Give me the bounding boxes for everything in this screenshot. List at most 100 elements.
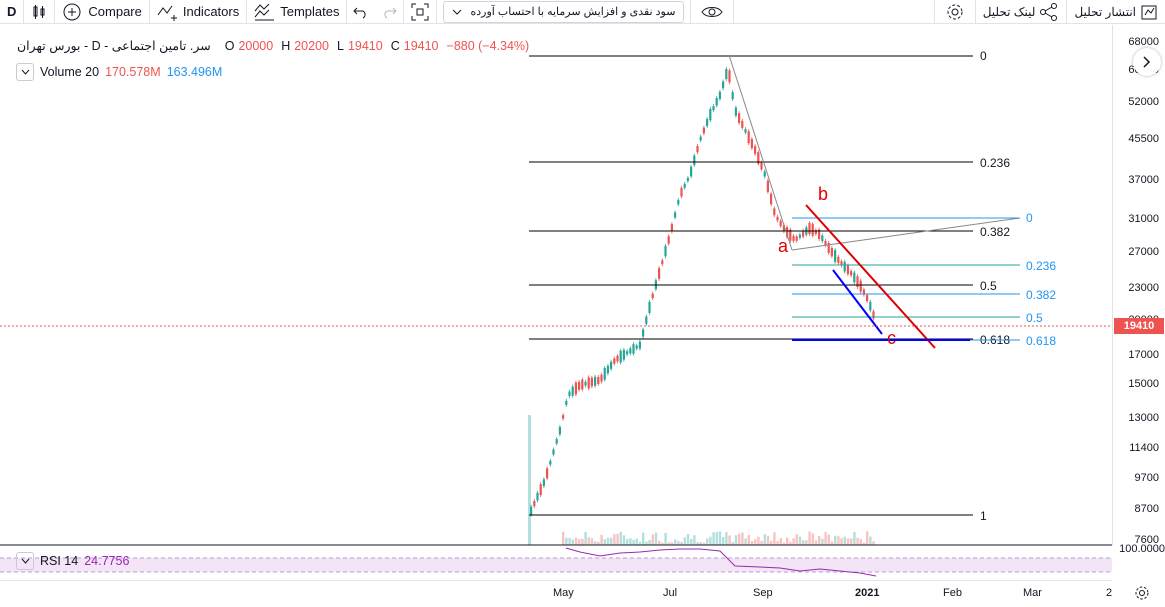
eye-icon — [701, 6, 724, 17]
hide-drawings-button[interactable] — [691, 0, 733, 24]
price-tick: 31000 — [1128, 213, 1159, 225]
interval-button[interactable]: D — [0, 0, 23, 24]
volume-bar — [779, 538, 782, 545]
fib-right-label-0: 0 — [1026, 211, 1033, 225]
time-tick: May — [553, 587, 574, 599]
volume-bar — [622, 535, 626, 545]
volume-bar — [616, 533, 619, 545]
volume-bar — [680, 541, 683, 545]
time-tick: 2021 — [855, 587, 880, 599]
fib-left-label-1: 1 — [980, 509, 987, 523]
interval-label: D — [7, 4, 17, 19]
volume-bar — [702, 542, 706, 545]
plus-circle-icon — [63, 3, 81, 20]
time-tick: Feb — [943, 587, 962, 599]
volume-bar — [690, 538, 693, 545]
low-label: L — [337, 38, 344, 53]
collapse-legend-button[interactable] — [16, 63, 34, 81]
candles-layer — [530, 67, 875, 517]
volume-bar — [747, 535, 750, 545]
volume-bar — [648, 539, 651, 545]
volume-bar — [770, 540, 773, 545]
price-tick: 27000 — [1128, 246, 1159, 258]
volume-bar — [789, 541, 792, 545]
settings-button[interactable] — [935, 0, 975, 24]
templates-icon — [254, 3, 275, 20]
divider — [346, 0, 348, 24]
volume-bar — [837, 536, 840, 545]
divider — [1066, 0, 1068, 24]
price-tick: 13000 — [1128, 412, 1159, 424]
fib-left-label-0: 0 — [980, 49, 987, 63]
volume-name: Volume 20 — [40, 65, 100, 79]
layout-select[interactable]: سود نقدی و افزایش سرمایه با احتساب آورده — [443, 0, 685, 23]
compare-button[interactable]: Compare — [55, 0, 148, 24]
price-tick: 15000 — [1128, 378, 1159, 390]
undo-button[interactable] — [347, 0, 375, 24]
collapse-panel-button[interactable] — [1133, 48, 1161, 76]
volume-bar — [808, 531, 811, 545]
time-axis[interactable]: May Jul Sep 2021 Feb Mar 2 — [0, 580, 1112, 607]
volume-bar — [722, 537, 725, 545]
fib-right-label-0236: 0.236 — [1026, 259, 1056, 273]
compare-label: Compare — [88, 4, 142, 19]
volume-bar — [587, 537, 590, 545]
indicators-button[interactable]: Indicators — [150, 0, 246, 24]
last-price-badge: 19410 — [1114, 318, 1164, 334]
volume-bar — [734, 535, 738, 545]
volume-bar — [654, 532, 658, 545]
volume-bar — [619, 531, 622, 545]
volume-bar — [600, 534, 603, 545]
volume-bar — [795, 534, 798, 545]
volume-bar — [674, 539, 677, 545]
publish-icon — [1141, 5, 1157, 19]
link-analysis-button[interactable]: لینک تحلیل — [976, 0, 1067, 24]
volume-bar — [802, 540, 805, 545]
volume-bar — [853, 531, 856, 545]
volume-bar — [629, 538, 632, 545]
volume-bar — [667, 542, 670, 545]
wave-label-c: c — [887, 328, 896, 348]
volume-bar — [709, 536, 712, 545]
chart-type-button[interactable] — [24, 0, 54, 24]
fullscreen-button[interactable] — [404, 0, 436, 24]
volume-bar — [578, 539, 581, 545]
volume-legend: Volume 20 170.578M 163.496M — [16, 63, 222, 81]
volume-bar — [750, 540, 754, 545]
volume-bar — [642, 532, 645, 545]
volume-bar — [528, 415, 531, 545]
time-tick: 2 — [1106, 587, 1113, 599]
volume-bar — [869, 536, 872, 545]
volume-bar — [840, 538, 843, 545]
volume-bar — [565, 537, 568, 545]
low-value: 19410 — [347, 38, 383, 53]
volume-bar — [843, 536, 846, 545]
volume-bar — [766, 535, 770, 545]
redo-icon — [384, 7, 398, 18]
symbol-title[interactable]: بورس تهران - D - سر. تامین اجتماعی — [17, 39, 211, 53]
volume-bar — [827, 534, 830, 545]
chart-settings-button[interactable] — [1134, 585, 1150, 606]
publish-analysis-button[interactable]: انتشار تحلیل — [1067, 0, 1165, 24]
price-tick: 8700 — [1134, 503, 1159, 515]
collapse-rsi-button[interactable] — [16, 552, 34, 570]
templates-button[interactable]: Templates — [247, 0, 346, 24]
candles-icon — [33, 4, 45, 19]
volume-bar — [658, 540, 661, 545]
volume-bar — [782, 542, 786, 545]
fib-left-label-0236: 0.236 — [980, 156, 1010, 170]
volume-bar — [645, 541, 648, 545]
volume-bar — [757, 536, 760, 545]
redo-button[interactable] — [375, 0, 403, 24]
volume-bar — [728, 535, 731, 545]
volume-bar — [584, 531, 587, 545]
price-axis[interactable]: 68000 60000 52000 45500 37000 31000 2700… — [1112, 25, 1165, 555]
fib-left-label-0382: 0.382 — [980, 225, 1010, 239]
volume-bar — [635, 538, 638, 545]
volume-bar — [834, 535, 837, 545]
divider — [54, 0, 56, 24]
volume-bar — [594, 541, 597, 545]
change-value: −880 (−4.34%) — [446, 38, 530, 53]
price-chart[interactable]: 0 0.236 0.382 0.5 0.618 1 0 0.236 0.382 … — [0, 25, 1112, 581]
volume-bar — [872, 541, 875, 545]
